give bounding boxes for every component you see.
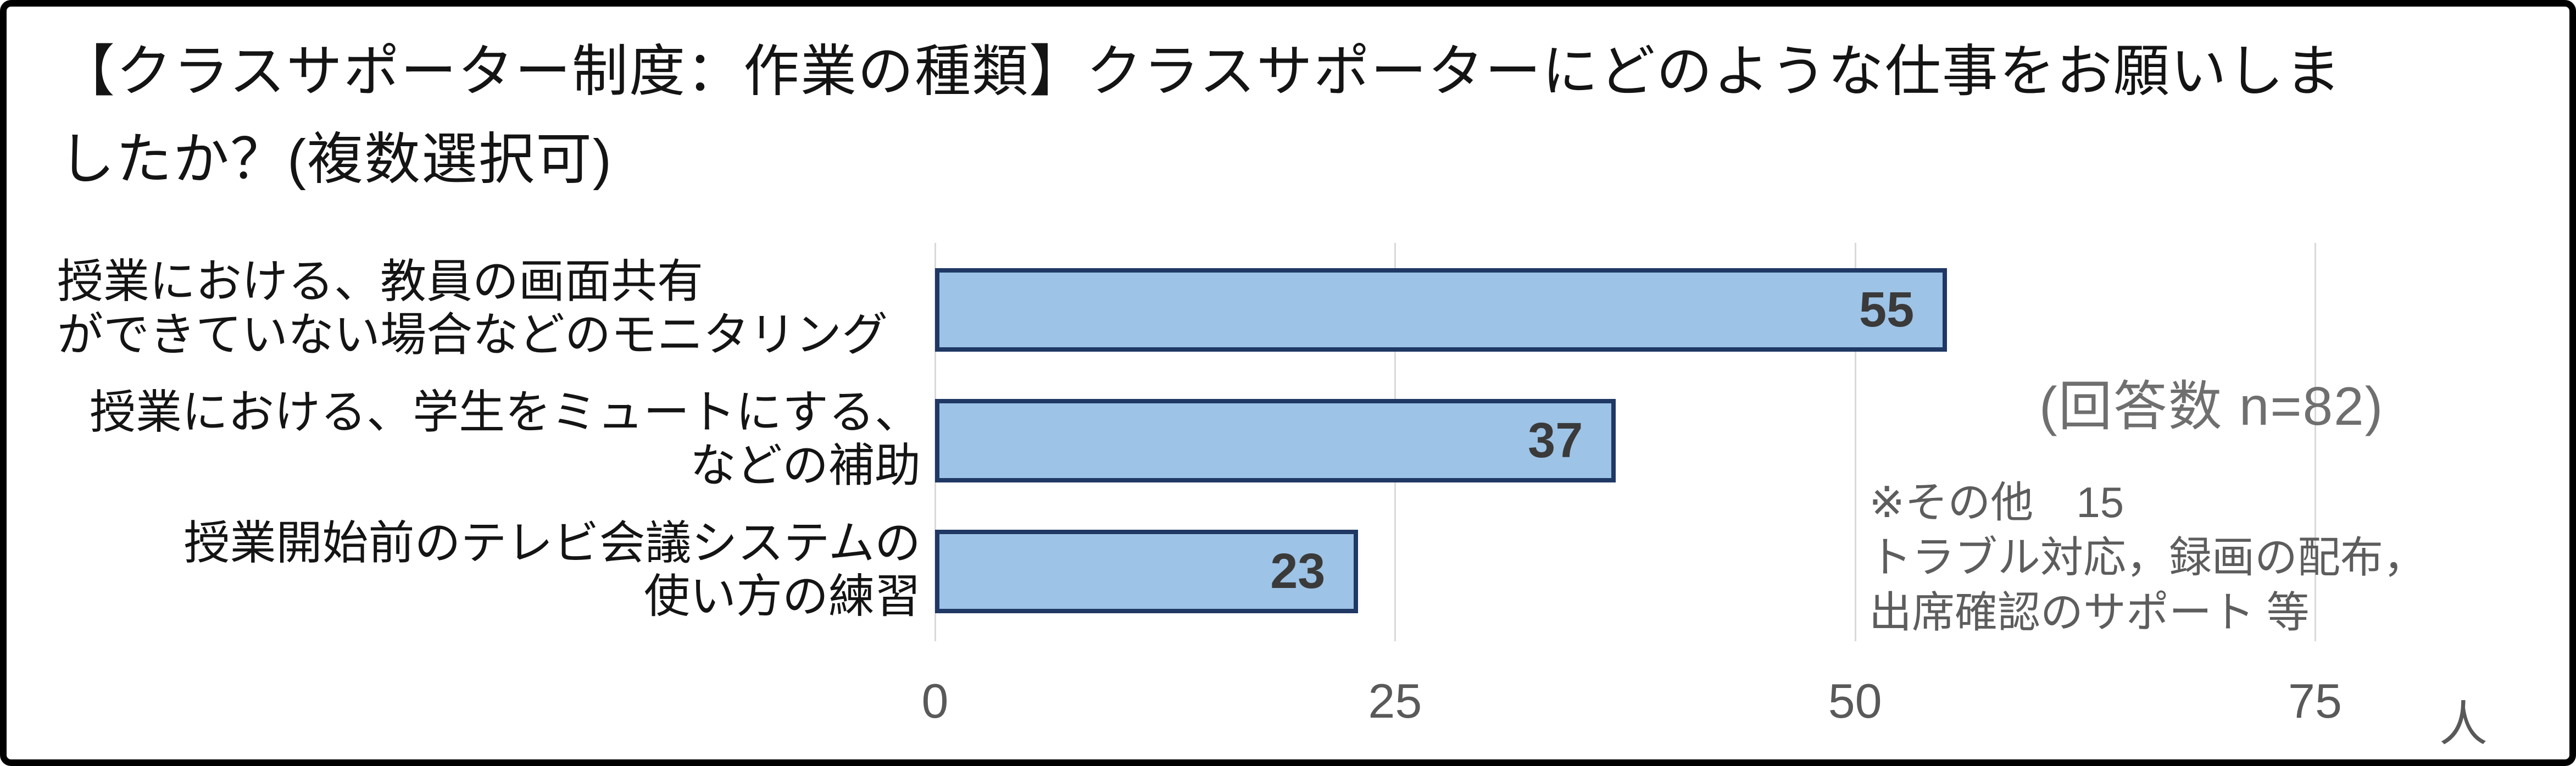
category-label-practice: 授業開始前のテレビ会議システムの 使い方の練習 bbox=[57, 517, 921, 623]
category-label-line: 使い方の練習 bbox=[643, 570, 921, 622]
bar-monitoring: 55 bbox=[935, 268, 1948, 352]
bar-value-label: 37 bbox=[1528, 413, 1583, 468]
bar-practice: 23 bbox=[935, 530, 1359, 613]
category-label-line: 授業における、教員の画面共有 bbox=[57, 256, 704, 307]
x-tick-75: 75 bbox=[2288, 674, 2342, 728]
chart-title-line2: したか？(複数選択可) bbox=[59, 128, 613, 191]
chart-title: 【クラスサポーター制度：作業の種類】クラスサポーターにどのような仕事をお願いしま… bbox=[59, 27, 2520, 203]
bar-value-label: 55 bbox=[1859, 282, 1915, 337]
gridline-75 bbox=[2314, 243, 2316, 641]
other-responses-annotation: ※その他 15 トラブル対応，録画の配布， 出席確認のサポート 等 bbox=[1869, 475, 2426, 640]
category-label-monitoring: 授業における、教員の画面共有 ができていない場合などのモニタリング bbox=[57, 255, 921, 362]
chart-title-line1: 【クラスサポーター制度：作業の種類】クラスサポーターにどのような仕事をお願いしま bbox=[59, 40, 2342, 103]
bar-value-label: 23 bbox=[1270, 544, 1326, 599]
gridline-50 bbox=[1854, 243, 1856, 641]
x-tick-25: 25 bbox=[1368, 674, 1422, 728]
response-count-annotation: (回答数 n=82) bbox=[2039, 376, 2384, 436]
category-label-line: などの補助 bbox=[689, 440, 921, 491]
bar-mute-assist: 37 bbox=[935, 399, 1616, 482]
other-annotation-line: 出席確認のサポート 等 bbox=[1869, 588, 2310, 636]
x-axis-unit-label: 人 bbox=[2439, 697, 2488, 751]
other-annotation-line: ※その他 15 bbox=[1869, 478, 2124, 526]
category-label-mute-assist: 授業における、学生をミュートにする、 などの補助 bbox=[57, 386, 921, 492]
plot-area: 55 37 23 0 25 50 75 bbox=[922, 243, 2342, 725]
category-label-line: 授業開始前のテレビ会議システムの bbox=[183, 517, 921, 569]
other-annotation-line: トラブル対応，録画の配布， bbox=[1869, 533, 2427, 581]
category-label-line: ができていない場合などのモニタリング bbox=[57, 309, 888, 360]
category-label-line: 授業における、学生をミュートにする、 bbox=[90, 386, 921, 438]
x-tick-50: 50 bbox=[1828, 674, 1882, 728]
x-tick-0: 0 bbox=[921, 674, 949, 728]
